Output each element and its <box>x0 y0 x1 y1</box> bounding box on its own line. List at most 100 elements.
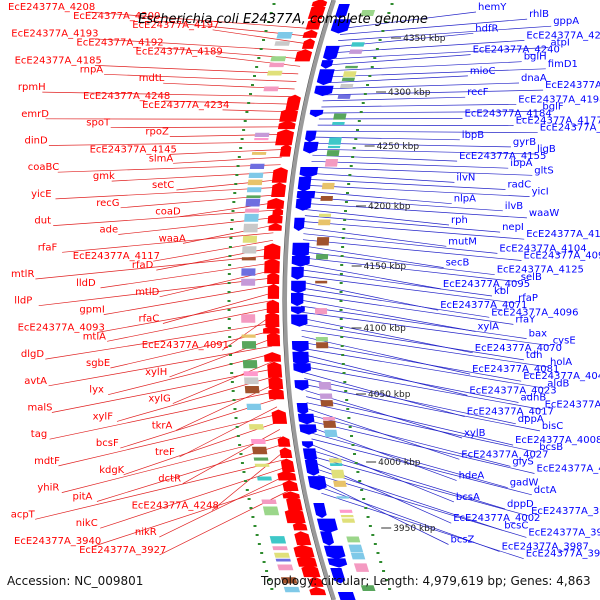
gene-label: EcE24377A_4234 <box>142 100 229 111</box>
forward-gene-arrow <box>296 555 318 567</box>
kbp-label: 4050 kbp <box>368 390 411 400</box>
topology-footer: Topology: circular; Length: 4,979,619 bp… <box>260 574 591 588</box>
cog-feature-block <box>241 278 256 286</box>
gene-label: EcE24377A_3987 <box>502 542 589 553</box>
gene-label: acpT <box>11 509 36 520</box>
label-connector <box>309 172 455 183</box>
cog-feature-block <box>244 386 260 394</box>
label-connector <box>35 459 285 520</box>
cog-feature-block <box>340 84 354 88</box>
cog-feature-block <box>277 564 294 571</box>
gene-label: waaW <box>529 208 559 219</box>
kbp-label: 4250 kbp <box>377 142 420 152</box>
gene-label: coaBC <box>28 162 59 173</box>
label-connector <box>334 40 525 53</box>
gene-label: dctR <box>158 474 181 485</box>
cog-feature-block <box>324 159 339 167</box>
gene-label: bcsC <box>504 520 528 531</box>
forward-gene-arrow <box>264 352 281 362</box>
label-connector <box>302 245 444 268</box>
cog-feature-block <box>336 496 350 499</box>
reverse-gene-arrow <box>293 363 311 374</box>
gene-label: xylH <box>145 367 167 378</box>
label-connector <box>100 262 272 289</box>
gene-label: holA <box>550 357 572 368</box>
gene-label: coaD <box>155 207 181 218</box>
cog-feature-block <box>328 458 342 463</box>
reverse-gene-arrow <box>296 403 309 415</box>
gene-label: secB <box>446 258 470 269</box>
gene-label: gppA <box>553 16 579 27</box>
gene-label: EcE24377A_3927 <box>79 545 166 556</box>
label-connector <box>303 372 465 418</box>
gene-label: recG <box>96 198 119 209</box>
forward-gene-arrow <box>267 213 283 224</box>
reverse-gene-arrow <box>295 198 312 211</box>
label-connector <box>103 285 272 315</box>
gene-label: EcE24377A_4248 <box>83 91 170 102</box>
gene-label: rph <box>451 215 468 226</box>
forward-gene-arrow <box>279 447 293 458</box>
accession-footer: Accession: NC_009801 <box>7 574 143 588</box>
reverse-gene-arrow <box>323 545 346 560</box>
forward-gene-arrow <box>305 18 321 30</box>
gene-label: lldP <box>14 296 32 307</box>
reverse-gene-arrow <box>335 4 350 19</box>
label-connector <box>48 345 273 387</box>
forward-gene-arrow <box>265 312 280 327</box>
gene-label: lldD <box>76 278 96 289</box>
label-connector <box>301 269 493 297</box>
label-connector <box>312 154 458 162</box>
gene-label: EcE24377A_4161 <box>540 123 600 134</box>
label-connector <box>212 29 307 44</box>
gene-label: mtlA <box>83 331 106 342</box>
gene-label: dut <box>34 216 51 227</box>
label-connector <box>310 166 533 176</box>
gene-label: adhB <box>521 393 547 404</box>
forward-gene-arrow <box>307 4 326 19</box>
forward-gene-arrow <box>302 29 318 38</box>
gene-label: dlgD <box>21 349 44 360</box>
reverse-gene-labels: hemYrhlBgppAhdfREcE24377A_4262atpIEcE243… <box>440 2 600 560</box>
forward-gene-arrow <box>263 325 280 334</box>
label-connector <box>45 118 289 120</box>
cog-feature-block <box>341 77 355 82</box>
label-connector <box>322 96 466 102</box>
label-connector <box>308 420 535 474</box>
forward-gene-arrow <box>282 480 299 491</box>
cog-feature-block <box>337 94 351 99</box>
label-connector <box>301 257 519 283</box>
label-connector <box>308 414 511 467</box>
cog-feature-block <box>262 506 280 516</box>
label-connector <box>123 421 279 476</box>
cog-feature-block <box>261 499 277 504</box>
gene-label: EcE24377A_4184 <box>465 109 552 120</box>
reverse-label-connectors <box>300 11 552 560</box>
cog-feature-block <box>326 150 340 157</box>
reverse-gene-arrow <box>291 314 308 327</box>
cog-feature-block <box>272 546 288 551</box>
cog-feature-block <box>242 360 258 369</box>
cog-feature-block <box>247 179 263 186</box>
forward-gene-arrow <box>301 564 321 578</box>
label-connector <box>304 221 525 240</box>
cog-feature-block <box>248 424 264 430</box>
gene-label: EcE24377A_4192 <box>76 38 163 49</box>
reverse-gene-arrow <box>316 69 335 86</box>
kbp-label: 4000 kbp <box>378 458 421 468</box>
forward-gene-arrow <box>277 120 296 130</box>
gene-label: rfaY <box>515 314 536 325</box>
label-connector <box>300 299 476 332</box>
cog-feature-block <box>252 446 268 455</box>
gene-label: gmk <box>93 171 115 182</box>
forward-gene-arrow <box>294 531 312 546</box>
reverse-gene-arrow <box>299 424 317 435</box>
forward-gene-arrow <box>282 491 300 499</box>
reverse-gene-arrow <box>330 19 352 34</box>
gene-label: dppD <box>507 499 534 510</box>
gene-label: EcE24377A_4208 <box>8 2 95 13</box>
cog-feature-block <box>315 308 328 315</box>
label-connector <box>172 361 274 404</box>
cog-feature-block <box>254 132 270 137</box>
reverse-gene-arrow <box>307 476 327 491</box>
